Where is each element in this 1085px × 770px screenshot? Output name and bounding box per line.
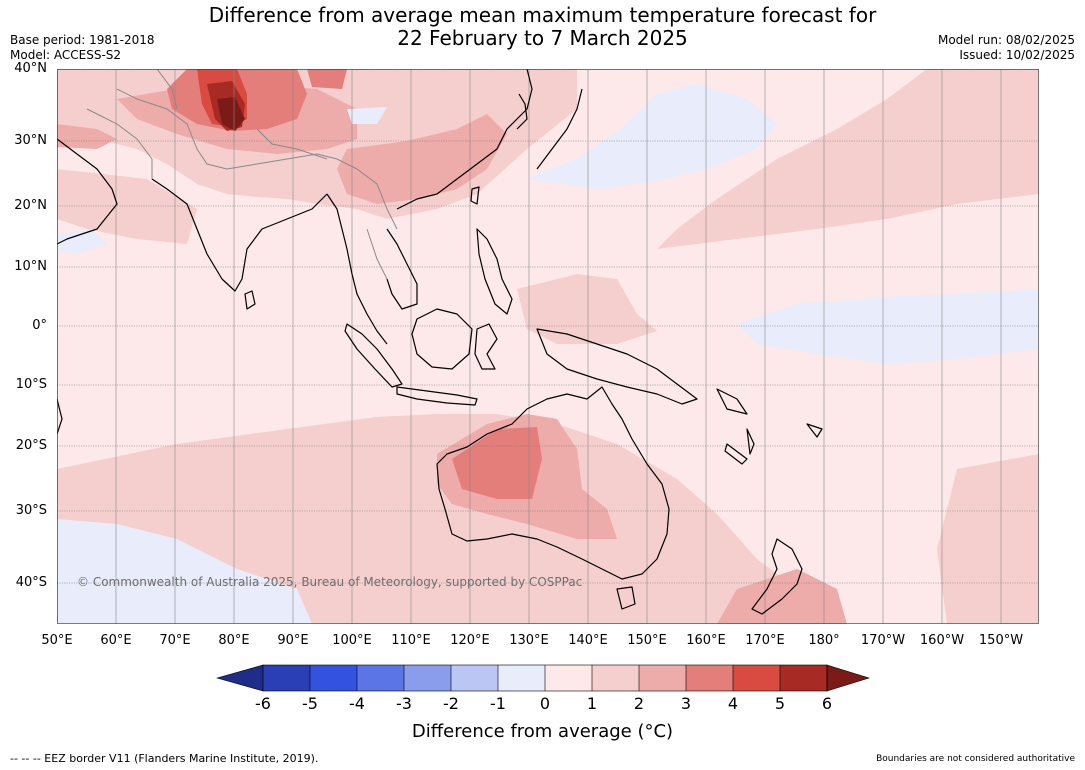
colorbar-tick-4: 4: [727, 694, 739, 713]
meta-left: Base period: 1981-2018 Model: ACCESS-S2: [10, 33, 155, 63]
colorbar-swatch-minus4: [357, 665, 404, 691]
colorbar-tick-1: 1: [586, 694, 598, 713]
boundaries-disclaimer: Boundaries are not considered authoritat…: [876, 754, 1075, 764]
lon-label-170w: 170°W: [860, 633, 906, 648]
borneo-coast: [411, 308, 473, 370]
colorbar-dividers: [262, 664, 828, 692]
colorbar-swatch-3: [686, 665, 733, 691]
philippines-coast: [476, 228, 513, 315]
tasmania-coast: [616, 586, 636, 610]
lat-label-30s: 30°S: [15, 503, 47, 518]
colorbar-tick-5: 5: [774, 694, 786, 713]
java-coast: [396, 386, 478, 406]
lat-label-10s: 10°S: [15, 377, 47, 392]
lon-label-100e: 100°E: [332, 633, 372, 648]
lat-label-30n: 30°N: [14, 133, 47, 148]
lon-label-80e: 80°E: [218, 633, 250, 648]
map-title-line1: Difference from average mean maximum tem…: [208, 3, 877, 27]
taiwan-coast: [470, 186, 480, 205]
india-coast: [151, 178, 328, 292]
model-name: Model: ACCESS-S2: [10, 48, 122, 62]
colorbar-swatch-minus2: [451, 665, 498, 691]
vanuatu-coast: [746, 428, 755, 455]
lat-label-40s: 40°S: [15, 575, 47, 590]
colorbar-title: Difference from average (°C): [411, 721, 674, 742]
lon-label-180: 180°: [808, 633, 840, 648]
sri-lanka-coast: [244, 290, 256, 310]
lon-label-150w: 150°W: [978, 633, 1024, 648]
sumatra-coast: [344, 323, 403, 388]
korea-coast: [516, 93, 528, 130]
colorbar-tick-minus1: -1: [490, 694, 506, 713]
model-run: Model run: 08/02/2025: [937, 33, 1075, 47]
new-caledonia-coast: [724, 443, 748, 465]
map-title-line2: 22 February to 7 March 2025: [397, 26, 688, 50]
africa-coast: [57, 398, 63, 435]
forecast-map: © Commonwealth of Australia 2025, Bureau…: [57, 69, 1039, 624]
lon-label-110e: 110°E: [391, 633, 431, 648]
issued-date: Issued: 10/02/2025: [959, 48, 1075, 62]
colorbar-swatch-minus3: [404, 665, 451, 691]
solomon-coast: [716, 388, 748, 415]
meta-right: Model run: 08/02/2025 Issued: 10/02/2025: [938, 33, 1075, 63]
lat-label-10n: 10°N: [14, 259, 47, 274]
colorbar-tick-minus6: -6: [255, 694, 271, 713]
lat-label-40n: 40°N: [14, 61, 47, 76]
colorbar-tick-0: 0: [539, 694, 551, 713]
lon-label-120e: 120°E: [450, 633, 490, 648]
colorbar-swatch-minus5: [310, 665, 357, 691]
new-zealand-coast: [751, 538, 803, 615]
colorbar-tick-minus2: -2: [443, 694, 459, 713]
country-borders: [86, 69, 398, 280]
indochina-coast: [386, 228, 418, 310]
colorbar-tick-minus5: -5: [302, 694, 318, 713]
colorbar-swatch-below-minus6: [216, 664, 264, 692]
colorbar-tick-2: 2: [633, 694, 645, 713]
map-title: Difference from average mean maximum tem…: [0, 4, 1085, 50]
colorbar-swatch-minus6: [263, 665, 310, 691]
colorbar-swatch-1: [592, 665, 639, 691]
base-period: Base period: 1981-2018: [10, 33, 155, 47]
colorbar-swatch-above-6: [826, 664, 870, 692]
lon-label-90e: 90°E: [277, 633, 309, 648]
lat-label-20s: 20°S: [15, 438, 47, 453]
lon-label-50e: 50°E: [41, 633, 73, 648]
lon-label-160e: 160°E: [686, 633, 726, 648]
australia-coast: [436, 386, 670, 580]
colorbar-swatch-minus1: [498, 665, 545, 691]
colorbar-tick-minus4: -4: [349, 694, 365, 713]
map-frame: [57, 69, 1039, 624]
colorbar-tick-6: 6: [821, 694, 833, 713]
colorbar-swatch-5: [780, 665, 827, 691]
lon-label-70e: 70°E: [159, 633, 191, 648]
japan-coast: [536, 88, 583, 170]
sulawesi-coast: [474, 323, 498, 370]
new-guinea-coast: [536, 328, 698, 405]
eez-border-legend: -- -- -- EEZ border V11 (Flanders Marine…: [10, 752, 319, 765]
colorbar-tick-3: 3: [680, 694, 692, 713]
copyright-notice: © Commonwealth of Australia 2025, Bureau…: [77, 575, 582, 589]
lon-label-60e: 60°E: [100, 633, 132, 648]
colorbar: [216, 664, 870, 692]
lon-label-140e: 140°E: [568, 633, 608, 648]
lon-label-130e: 130°E: [509, 633, 549, 648]
colorbar-tick-minus3: -3: [396, 694, 412, 713]
anomaly-band-minus1-0: [57, 84, 1039, 624]
lon-label-170e: 170°E: [745, 633, 785, 648]
fiji-coast: [806, 423, 823, 438]
arabia-coast: [57, 138, 118, 245]
colorbar-swatch-0: [545, 665, 592, 691]
anomaly-band-above-6: [217, 97, 245, 131]
lon-label-160w: 160°W: [919, 633, 965, 648]
china-coast: [396, 69, 533, 210]
lon-label-150e: 150°E: [627, 633, 667, 648]
lat-label-20n: 20°N: [14, 198, 47, 213]
coastlines: [57, 69, 823, 615]
colorbar-swatch-2: [639, 665, 686, 691]
colorbar-swatch-4: [733, 665, 780, 691]
se-asia-coast: [326, 193, 388, 345]
lat-label-equator: 0°: [32, 318, 47, 333]
